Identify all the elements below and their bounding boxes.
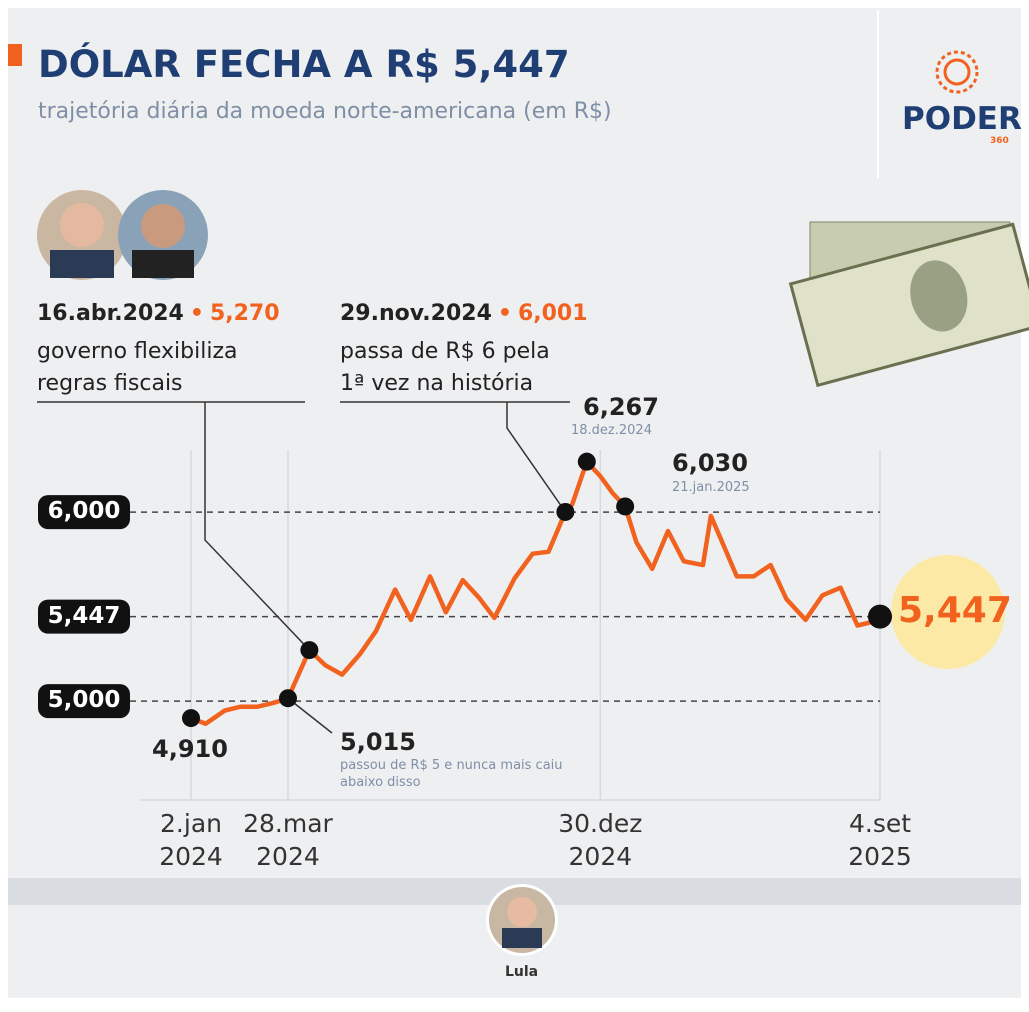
separator: • [189,301,204,326]
annotation-dot [616,497,635,516]
annotation-value: 5,015 [340,728,416,756]
logo-name: PODER [902,101,1022,137]
annotation-dot [278,689,297,708]
y-tick-pill [38,495,130,530]
y-tick-label: 6,000 [47,498,121,525]
annotation-value: 5,447 [898,590,1012,631]
annotation-date: 18.dez.2024 [571,423,652,438]
annotation-header: 29.nov.2024 • 6,001 [340,300,588,328]
annotation-date: 29.nov.2024 [340,301,492,326]
panel [8,8,1021,998]
photo-lula [486,884,558,956]
logo-sun [935,50,979,94]
leader-line [506,402,566,513]
annotation-date: 21.jan.2025 [672,480,750,495]
x-tick-label: 30.dez 2024 [558,809,643,871]
highlight-circle [891,555,1005,669]
title-marker [8,44,22,66]
annotation-dot [556,502,575,521]
annotation-value: 6,267 [583,393,659,421]
annotation-date: 16.abr.2024 [37,301,184,326]
footer-person: Lula [505,964,539,980]
annotation-note: governo flexibiliza regras fiscais [37,339,238,396]
x-tick-label: 28.mar 2024 [243,809,333,871]
y-tick-label: 5,447 [47,602,121,629]
annotation-dot [868,604,892,629]
leader-line [287,697,333,734]
y-tick-pill [38,684,130,719]
annotation-dot [577,452,596,471]
x-tick-label: 4.set 2025 [848,809,912,871]
leader-line [204,402,310,651]
subtitle: trajetória diária da moeda norte-america… [38,99,612,124]
dollar-bills [788,221,1029,388]
y-tick-pill [38,599,130,634]
annotation-value: 4,910 [152,735,228,763]
annotation-note: passa de R$ 6 pela 1ª vez na história [340,339,550,396]
annotation-dot [182,709,200,728]
title: DÓLAR FECHA A R$ 5,447 [38,43,570,86]
annotation-note: passou de R$ 5 e nunca mais caiu abaixo … [340,758,563,790]
x-tick-label: 2.jan 2024 [159,809,223,871]
annotation-dot [300,641,319,660]
annotation-header: 16.abr.2024 • 5,270 [37,300,280,328]
logo-suffix: 360 [990,136,1009,146]
photo-lula-haddad [37,190,208,280]
annotation-value: 6,001 [517,301,588,326]
separator: • [497,301,512,326]
y-tick-label: 5,000 [47,687,121,714]
annotation-value: 5,270 [209,301,280,326]
annotation-value: 6,030 [672,449,748,477]
